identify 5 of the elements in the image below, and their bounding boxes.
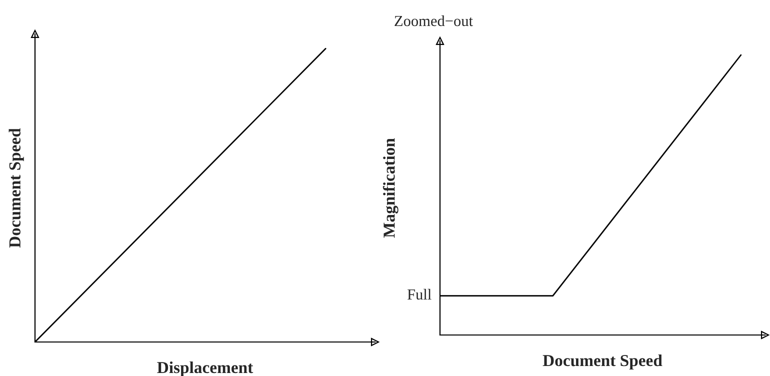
x-axis-title: Document Speed [542,354,662,370]
y-axis-title: Magnification [382,138,398,238]
text: Zoomed−out [394,15,473,26]
y-axis-title: Document Speed [8,128,24,248]
annotation: Full [407,288,432,300]
